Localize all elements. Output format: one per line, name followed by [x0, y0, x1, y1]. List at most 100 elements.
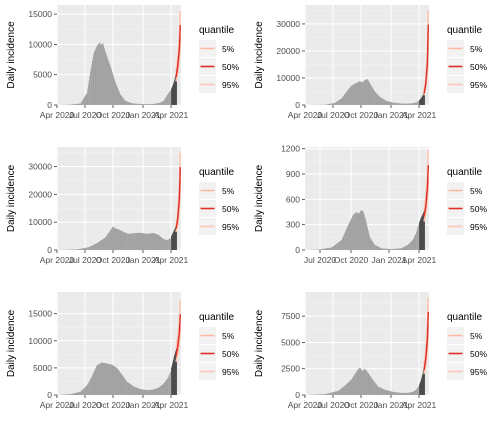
- observed-bar: [84, 96, 86, 105]
- observed-bar: [114, 366, 116, 395]
- observed-bar: [342, 236, 344, 250]
- observed-bar: [89, 246, 91, 250]
- observed-bar: [165, 97, 167, 105]
- observed-bar: [88, 381, 90, 395]
- observed-bar: [105, 237, 107, 250]
- observed-bar: [125, 232, 127, 250]
- observed-bar: [402, 103, 404, 105]
- observed-bar: [330, 392, 331, 395]
- x-tick-label: Apr 2021: [402, 110, 437, 120]
- observed-bar: [114, 80, 116, 105]
- observed-bar: [349, 220, 351, 250]
- observed-bar: [106, 56, 108, 105]
- observed-bar: [358, 81, 360, 105]
- observed-bar: [398, 103, 400, 105]
- observed-bar: [87, 384, 89, 395]
- observed-bar: [326, 104, 327, 105]
- observed-bar: [155, 103, 157, 105]
- observed-bar: [115, 228, 116, 250]
- observed-bar: [326, 248, 327, 250]
- observed-bar: [111, 72, 113, 105]
- observed-bar: [416, 229, 418, 250]
- panel-background: [57, 5, 181, 105]
- observed-bar: [358, 213, 360, 250]
- observed-bar: [109, 230, 111, 250]
- observed-bar: [126, 101, 128, 105]
- observed-bar: [327, 248, 329, 250]
- observed-bar: [330, 103, 331, 105]
- forecast-line-50: [423, 24, 430, 94]
- observed-bar: [141, 233, 143, 250]
- observed-bar: [330, 247, 332, 250]
- observed-bar: [413, 391, 415, 395]
- observed-bar: [97, 242, 99, 250]
- observed-bar: [113, 366, 115, 395]
- observed-bar: [151, 389, 153, 395]
- observed-bar: [141, 389, 143, 395]
- observed-bar: [103, 48, 105, 105]
- observed-bar: [156, 103, 157, 105]
- observed-bar: [82, 99, 84, 105]
- observed-bar: [393, 102, 395, 105]
- observed-bar: [412, 391, 414, 395]
- observed-bar: [349, 380, 351, 395]
- observed-bar: [152, 103, 154, 105]
- observed-bar: [317, 394, 319, 395]
- observed-bar: [331, 103, 333, 105]
- observed-bar: [397, 392, 399, 395]
- observed-bar: [135, 103, 137, 105]
- observed-bar: [367, 80, 369, 105]
- observed-bar: [110, 67, 112, 105]
- legend-label: 5%: [470, 331, 483, 341]
- y-tick-label: 0: [47, 390, 52, 400]
- observed-bar: [416, 388, 418, 395]
- observed-bar: [122, 375, 124, 395]
- observed-bar: [150, 233, 152, 250]
- observed-bar: [402, 392, 404, 395]
- observed-bar: [381, 248, 382, 250]
- observed-bar: [90, 379, 91, 395]
- observed-bar: [416, 389, 417, 395]
- observed-bar: [147, 390, 149, 395]
- observed-bar: [113, 365, 115, 395]
- observed-bar: [362, 211, 364, 250]
- observed-bar: [68, 394, 70, 395]
- observed-bar: [150, 233, 152, 250]
- x-tick-label: Jan 2021: [126, 110, 161, 120]
- legend-label: 95%: [222, 367, 239, 377]
- observed-bar: [327, 104, 329, 105]
- observed-bar: [105, 52, 107, 105]
- observed-bar: [344, 232, 346, 250]
- observed-bar: [95, 368, 97, 395]
- observed-bar: [398, 392, 400, 395]
- observed-bar: [369, 375, 371, 395]
- observed-bar: [359, 211, 361, 250]
- observed-bar: [154, 388, 156, 395]
- legend-label: 50%: [470, 204, 487, 214]
- observed-bar: [396, 248, 398, 250]
- observed-bar: [346, 384, 347, 395]
- observed-bar: [134, 386, 136, 395]
- observed-bar: [130, 102, 132, 105]
- observed-bar: [418, 224, 419, 250]
- observed-bar: [320, 249, 322, 250]
- observed-bar: [123, 376, 124, 395]
- observed-bar: [80, 391, 81, 395]
- observed-bar: [90, 246, 91, 250]
- observed-bar: [100, 44, 102, 105]
- observed-bar: [373, 89, 374, 105]
- observed-bar: [127, 233, 128, 250]
- observed-bar: [338, 100, 339, 105]
- observed-bar: [328, 104, 329, 105]
- observed-bar: [129, 102, 130, 105]
- observed-bar: [323, 394, 325, 395]
- observed-bar: [168, 239, 169, 250]
- observed-bar: [100, 240, 102, 250]
- observed-bar: [377, 385, 378, 395]
- observed-bar: [103, 45, 105, 105]
- observed-bar: [164, 98, 166, 105]
- y-tick-label: 30000: [28, 161, 52, 171]
- observed-bar: [133, 233, 134, 250]
